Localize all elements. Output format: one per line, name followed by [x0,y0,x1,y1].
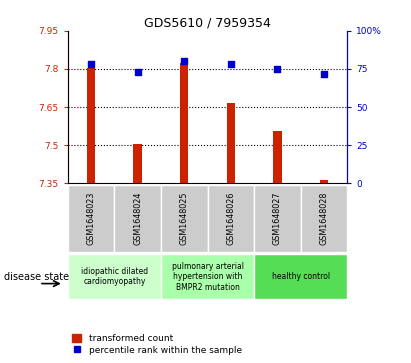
Text: GSM1648024: GSM1648024 [133,192,142,245]
Text: idiopathic dilated
cardiomyopathy: idiopathic dilated cardiomyopathy [81,267,148,286]
Text: GSM1648028: GSM1648028 [319,192,328,245]
Bar [301,185,347,252]
Point [321,71,327,77]
Text: disease state: disease state [4,272,69,282]
Bar [208,185,254,252]
Point [274,66,281,72]
Bar [320,180,328,183]
Bar [161,254,254,299]
Bar [114,185,161,252]
Bar [254,185,301,252]
Bar [87,68,95,183]
Point [228,61,234,67]
Bar [254,254,347,299]
Text: GSM1648023: GSM1648023 [87,192,96,245]
Text: healthy control: healthy control [272,272,330,281]
Bar [226,103,235,183]
Bar [134,144,142,183]
Text: GSM1648026: GSM1648026 [226,192,236,245]
Point [181,58,187,64]
Legend: transformed count, percentile rank within the sample: transformed count, percentile rank withi… [72,334,242,355]
Bar [68,254,161,299]
Title: GDS5610 / 7959354: GDS5610 / 7959354 [144,17,271,30]
Text: GSM1648025: GSM1648025 [180,192,189,245]
Bar [68,185,114,252]
Bar [180,63,189,183]
Point [88,61,95,67]
Bar [273,131,282,183]
Text: pulmonary arterial
hypertension with
BMPR2 mutation: pulmonary arterial hypertension with BMP… [171,262,244,292]
Point [134,69,141,75]
Text: GSM1648027: GSM1648027 [273,192,282,245]
Bar [161,185,208,252]
